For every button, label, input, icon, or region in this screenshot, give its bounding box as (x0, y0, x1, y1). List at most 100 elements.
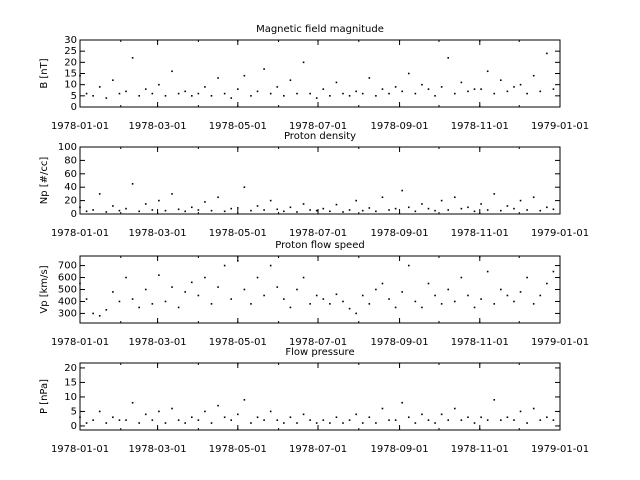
data-point (217, 404, 219, 407)
data-point (546, 282, 548, 285)
data-point (125, 207, 127, 210)
data-point (256, 416, 259, 419)
data-point (118, 300, 121, 303)
data-point (118, 419, 121, 421)
x-tick-label: 1978-11-01 (451, 444, 509, 455)
x-tick-label: 1979-01-01 (531, 121, 589, 132)
x-tick-label: 1978-01-01 (51, 444, 109, 455)
data-point (526, 422, 528, 424)
y-axis-label: Vp [km/s] (39, 265, 50, 313)
data-point (453, 300, 456, 303)
data-point (315, 209, 318, 212)
data-point (493, 303, 496, 305)
data-point (381, 88, 384, 90)
data-point (210, 95, 213, 97)
data-point (144, 203, 147, 205)
x-tick-label: 1978-01-01 (51, 337, 109, 348)
data-point (223, 264, 226, 267)
data-point (355, 413, 357, 416)
data-point (335, 293, 338, 296)
data-point (112, 291, 114, 293)
data-point (506, 416, 509, 419)
x-tick-label: 1978-01-01 (51, 228, 109, 239)
data-point (210, 422, 213, 424)
data-point (329, 95, 331, 97)
data-point (125, 419, 127, 421)
data-point (85, 210, 88, 213)
data-point (197, 209, 200, 211)
data-point (256, 205, 259, 207)
data-point (486, 270, 489, 273)
data-point (230, 207, 233, 210)
data-point (223, 210, 226, 213)
data-point (427, 207, 430, 210)
data-point (269, 92, 272, 95)
data-point (539, 294, 542, 297)
data-point (552, 270, 555, 273)
data-point (263, 294, 265, 297)
y-axis-label: B [nT] (39, 58, 50, 88)
data-point (519, 199, 522, 202)
data-point (342, 92, 344, 95)
y-tick-label: 0 (71, 102, 77, 113)
data-point (164, 209, 167, 212)
data-point (92, 419, 94, 421)
data-point (539, 209, 542, 212)
data-point (92, 312, 94, 315)
x-tick-label: 1978-07-01 (289, 337, 347, 348)
data-point (177, 419, 180, 421)
data-point (434, 294, 436, 297)
data-point (171, 70, 173, 73)
data-point (447, 288, 450, 291)
data-point (473, 306, 476, 309)
data-point (112, 416, 114, 419)
y-tick-label: 100 (58, 142, 77, 153)
data-point (421, 83, 423, 86)
y-tick-label: 400 (58, 296, 77, 307)
data-point (348, 419, 351, 421)
data-point (546, 416, 548, 419)
data-point (506, 90, 509, 93)
data-point (184, 90, 187, 93)
data-point (223, 92, 226, 95)
data-point (486, 70, 489, 73)
data-point (394, 86, 397, 88)
data-point (500, 419, 502, 421)
data-point (230, 298, 233, 300)
data-point (184, 210, 187, 213)
data-point (315, 97, 318, 99)
data-point (269, 410, 272, 413)
data-point (552, 208, 555, 211)
data-point (217, 77, 219, 79)
data-point (243, 288, 246, 291)
data-point (283, 298, 285, 300)
data-point (118, 209, 121, 212)
data-point (302, 203, 305, 205)
data-point (342, 300, 344, 303)
data-point (138, 210, 140, 213)
data-point (368, 416, 371, 419)
data-point (493, 92, 496, 95)
data-point (460, 81, 463, 84)
axes-frame (79, 39, 561, 108)
data-point (467, 90, 469, 93)
data-point (144, 88, 147, 90)
data-point (92, 95, 94, 97)
data-point (440, 303, 443, 305)
data-point (276, 208, 279, 211)
data-point (237, 207, 239, 209)
data-point (98, 410, 101, 413)
data-point (177, 208, 180, 211)
data-point (375, 95, 377, 97)
data-point (513, 86, 515, 88)
data-point (112, 205, 114, 207)
data-point (151, 209, 154, 211)
axes-frame (79, 146, 561, 215)
data-point (151, 92, 154, 95)
data-point (302, 413, 305, 416)
data-point (210, 303, 213, 305)
data-point (309, 303, 311, 305)
y-tick-label: 300 (58, 308, 77, 319)
data-point (453, 196, 456, 199)
